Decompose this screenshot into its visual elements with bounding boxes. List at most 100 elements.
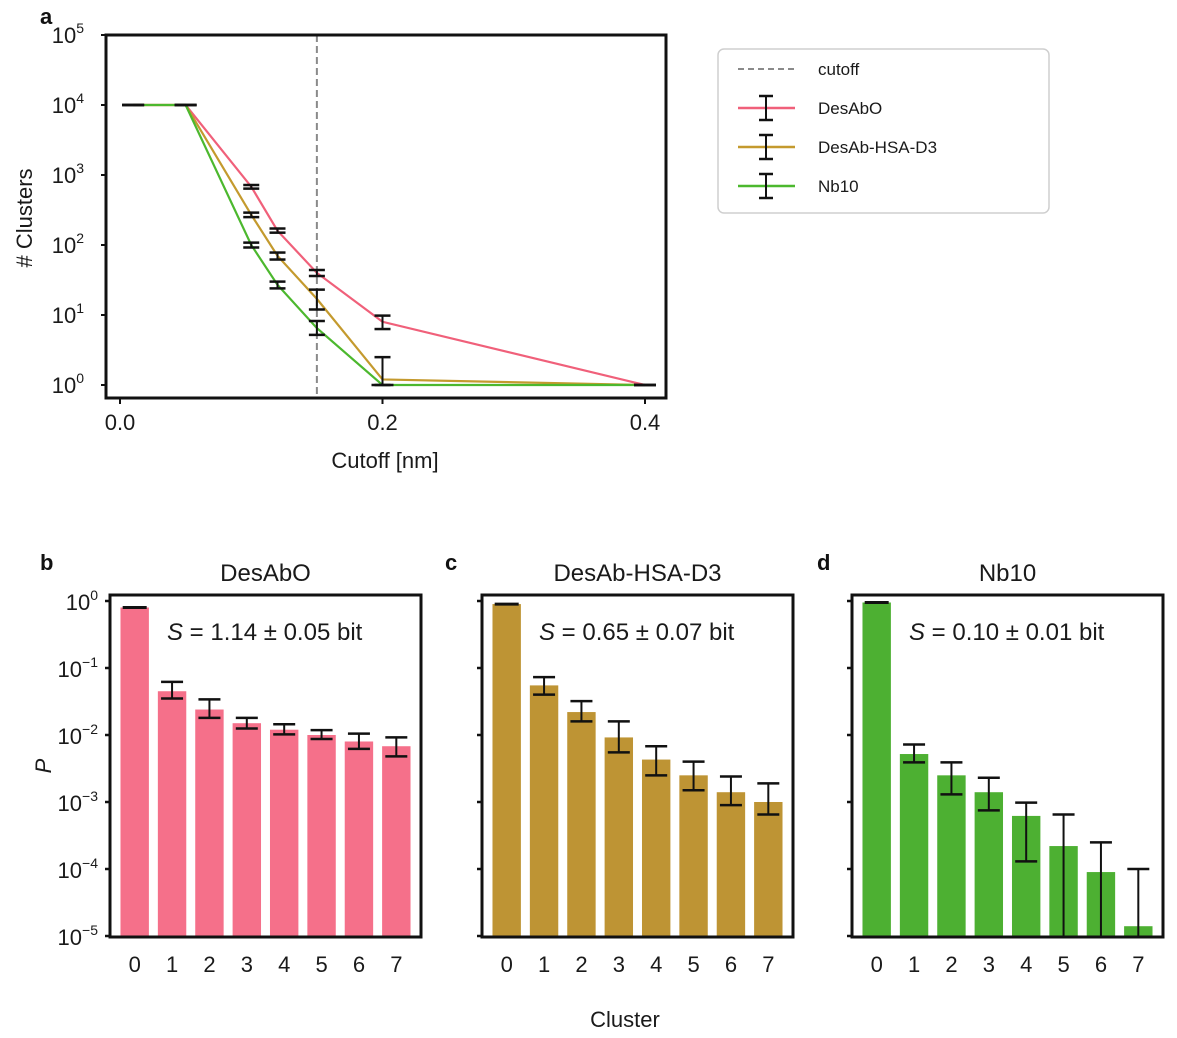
- error-bar: [1127, 867, 1150, 936]
- bar-d-3: [974, 792, 1004, 936]
- error-bar: [1015, 801, 1038, 863]
- x-axis-label-cluster: Cluster: [590, 1007, 660, 1032]
- x-tick-label: 3: [241, 952, 253, 977]
- error-bar: [977, 776, 1000, 812]
- legend-errorbar-icon: [759, 133, 773, 161]
- bar-d-1: [899, 754, 929, 936]
- x-tick-label: 7: [1132, 952, 1144, 977]
- y-tick-label: 10−2: [58, 721, 99, 749]
- error-bar: [269, 227, 286, 234]
- error-bar: [308, 268, 325, 278]
- error-bar: [269, 251, 286, 261]
- error-bar: [385, 736, 408, 758]
- bar-c-0: [492, 604, 521, 936]
- plot-frame-c: [480, 593, 795, 939]
- x-tick-label: 7: [762, 952, 774, 977]
- entropy-annotation-b: S = 1.14 ± 0.05 bit: [167, 619, 363, 646]
- panel-b: b DesAbO 100 10−1 10−2 10−3 10−4 10−5 0 1 2 3 4 5 6 7 S …: [40, 550, 423, 977]
- series-line-desab-hsa-d3: [133, 103, 646, 387]
- bar-b-5: [307, 735, 336, 936]
- plot-frame-d: [850, 593, 1165, 939]
- bar-c-6: [716, 792, 746, 936]
- legend-errorbar-icon: [759, 94, 773, 122]
- error-bar: [719, 775, 742, 807]
- bar-b-1: [157, 691, 187, 936]
- error-bar: [310, 728, 333, 741]
- error-bar: [269, 280, 286, 290]
- y-tick-label: 104: [52, 90, 84, 118]
- x-tick-label: 0.0: [105, 410, 136, 435]
- error-bar: [198, 698, 221, 720]
- x-tick-label: 4: [278, 952, 290, 977]
- panel-title-d: Nb10: [979, 560, 1036, 587]
- x-tick-label: 1: [908, 952, 920, 977]
- x-tick-label: 1: [166, 952, 178, 977]
- bar-c-2: [567, 712, 596, 936]
- bar-c-1: [529, 685, 559, 936]
- bar-b-7: [382, 746, 411, 936]
- error-bar: [570, 699, 593, 723]
- error-bar: [243, 241, 260, 249]
- plot-frame-a: [104, 33, 668, 400]
- plot-frame-b: [108, 593, 423, 939]
- entropy-annotation-c: S = 0.65 ± 0.07 bit: [539, 619, 735, 646]
- x-tick-label: 5: [1057, 952, 1069, 977]
- panel-letter-b: b: [40, 550, 53, 575]
- bar-b-4: [269, 729, 299, 936]
- error-bar: [940, 761, 963, 796]
- legend: cutoff DesAbO DesAb-HSA-D3 Nb10: [717, 48, 1050, 214]
- entropy-annotation-d: S = 0.10 ± 0.01 bit: [909, 619, 1105, 646]
- error-bar: [903, 743, 926, 764]
- bar-d-2: [937, 775, 966, 936]
- error-bar: [243, 211, 260, 219]
- legend-label-nb10: Nb10: [818, 177, 859, 196]
- error-bar: [682, 760, 705, 792]
- y-axis-label-a: # Clusters: [12, 168, 37, 267]
- error-bar: [308, 319, 325, 337]
- x-tick-label: 4: [1020, 952, 1032, 977]
- x-tick-label: 0: [129, 952, 141, 977]
- error-bar: [243, 183, 260, 190]
- x-tick-label: 1: [538, 952, 550, 977]
- error-bar: [1089, 841, 1112, 936]
- y-tick-label: 10−4: [58, 855, 99, 883]
- y-tick-label: 102: [52, 230, 84, 258]
- legend-label-desabo: DesAbO: [818, 99, 882, 118]
- bar-b-2: [195, 709, 224, 936]
- y-tick-label: 101: [52, 300, 84, 328]
- error-bar: [645, 744, 668, 777]
- panel-letter-d: d: [817, 550, 830, 575]
- error-bar: [308, 288, 325, 311]
- x-tick-label: 5: [315, 952, 327, 977]
- y-axis-label-p: P: [31, 758, 56, 773]
- x-tick-label: 0.2: [367, 410, 398, 435]
- y-tick-label: 10−5: [58, 922, 99, 950]
- x-tick-label: 2: [575, 952, 587, 977]
- bar-c-5: [679, 775, 708, 936]
- x-tick-label: 0.4: [630, 410, 661, 435]
- bar-b-3: [232, 723, 262, 936]
- x-tick-label: 3: [613, 952, 625, 977]
- panel-a: 100 101 102 103 104 105 0.0 0.2 0.4: [52, 20, 668, 435]
- x-axis-label-a: Cutoff [nm]: [331, 448, 438, 473]
- panel-title-c: DesAb-HSA-D3: [553, 560, 721, 587]
- bar-c-7: [754, 802, 783, 936]
- y-tick-label: 10−3: [58, 788, 99, 816]
- error-bar: [235, 716, 258, 730]
- error-bar: [533, 675, 556, 696]
- error-bar: [347, 732, 370, 751]
- error-bar: [1052, 813, 1075, 936]
- panel-c: c DesAb-HSA-D3 0 1 2 3 4 5 6 7 S = 0.65 ± 0.07 bit: [445, 550, 795, 977]
- y-tick-label: 100: [52, 370, 84, 398]
- x-tick-label: 0: [871, 952, 883, 977]
- error-bar: [374, 314, 391, 331]
- panel-letter-c: c: [445, 550, 457, 575]
- error-bar: [607, 720, 630, 754]
- panel-letter-a: a: [40, 4, 53, 29]
- legend-label-desab-hsa-d3: DesAb-HSA-D3: [818, 138, 937, 157]
- legend-box: [717, 48, 1050, 214]
- panel-d: d Nb10 0 1 2 3 4 5 6 7 S = 0.10 ± 0.01 bit: [817, 550, 1165, 977]
- y-tick-label: 105: [52, 20, 84, 48]
- x-tick-label: 5: [687, 952, 699, 977]
- legend-label-cutoff: cutoff: [818, 60, 860, 79]
